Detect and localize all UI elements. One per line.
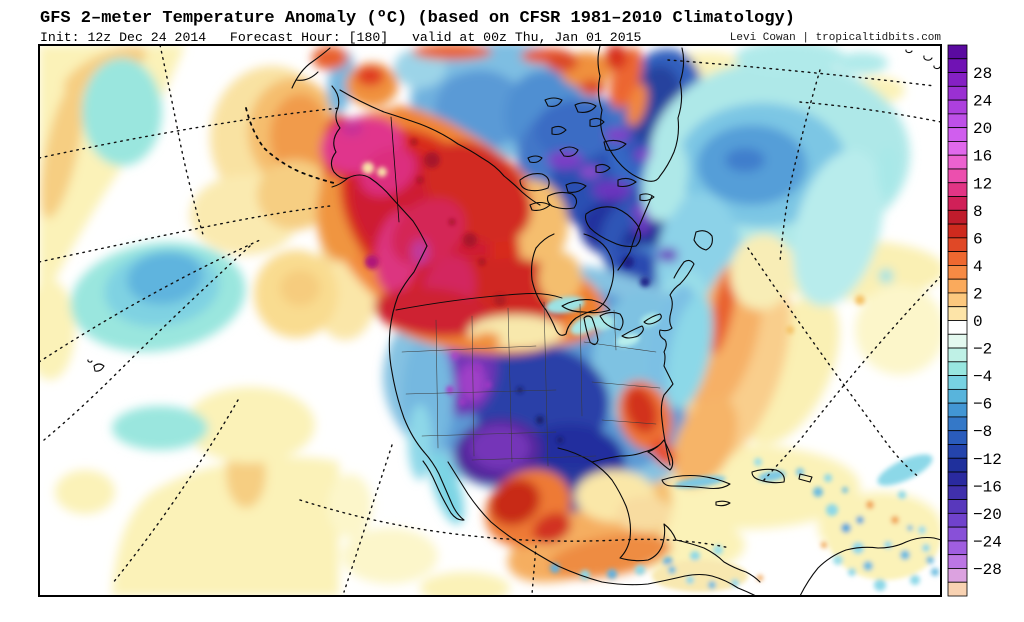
svg-text:Init: 12z Dec 24 2014 Foreca: Init: 12z Dec 24 2014 Forecast Hour: [18… bbox=[40, 30, 642, 45]
svg-text:−2: −2 bbox=[973, 341, 992, 359]
svg-text:4: 4 bbox=[973, 258, 983, 276]
svg-text:−4: −4 bbox=[973, 368, 992, 386]
svg-text:16: 16 bbox=[973, 148, 992, 166]
svg-text:2: 2 bbox=[973, 285, 983, 303]
svg-text:GFS 2–meter Temperature Anomal: GFS 2–meter Temperature Anomaly (ºC) (ba… bbox=[40, 9, 795, 28]
svg-text:12: 12 bbox=[973, 175, 992, 193]
svg-text:28: 28 bbox=[973, 65, 992, 83]
svg-text:−16: −16 bbox=[973, 478, 1002, 496]
svg-text:20: 20 bbox=[973, 120, 992, 138]
svg-text:−20: −20 bbox=[973, 506, 1002, 524]
svg-text:−6: −6 bbox=[973, 396, 992, 414]
svg-text:24: 24 bbox=[973, 93, 992, 111]
svg-text:0: 0 bbox=[973, 313, 983, 331]
svg-text:Levi Cowan | tropicaltidbits.c: Levi Cowan | tropicaltidbits.com bbox=[730, 32, 942, 44]
svg-text:8: 8 bbox=[973, 203, 983, 221]
svg-text:6: 6 bbox=[973, 230, 983, 248]
svg-text:−12: −12 bbox=[973, 451, 1002, 469]
svg-text:−8: −8 bbox=[973, 423, 992, 441]
svg-text:−24: −24 bbox=[973, 533, 1002, 551]
svg-text:−28: −28 bbox=[973, 561, 1002, 579]
